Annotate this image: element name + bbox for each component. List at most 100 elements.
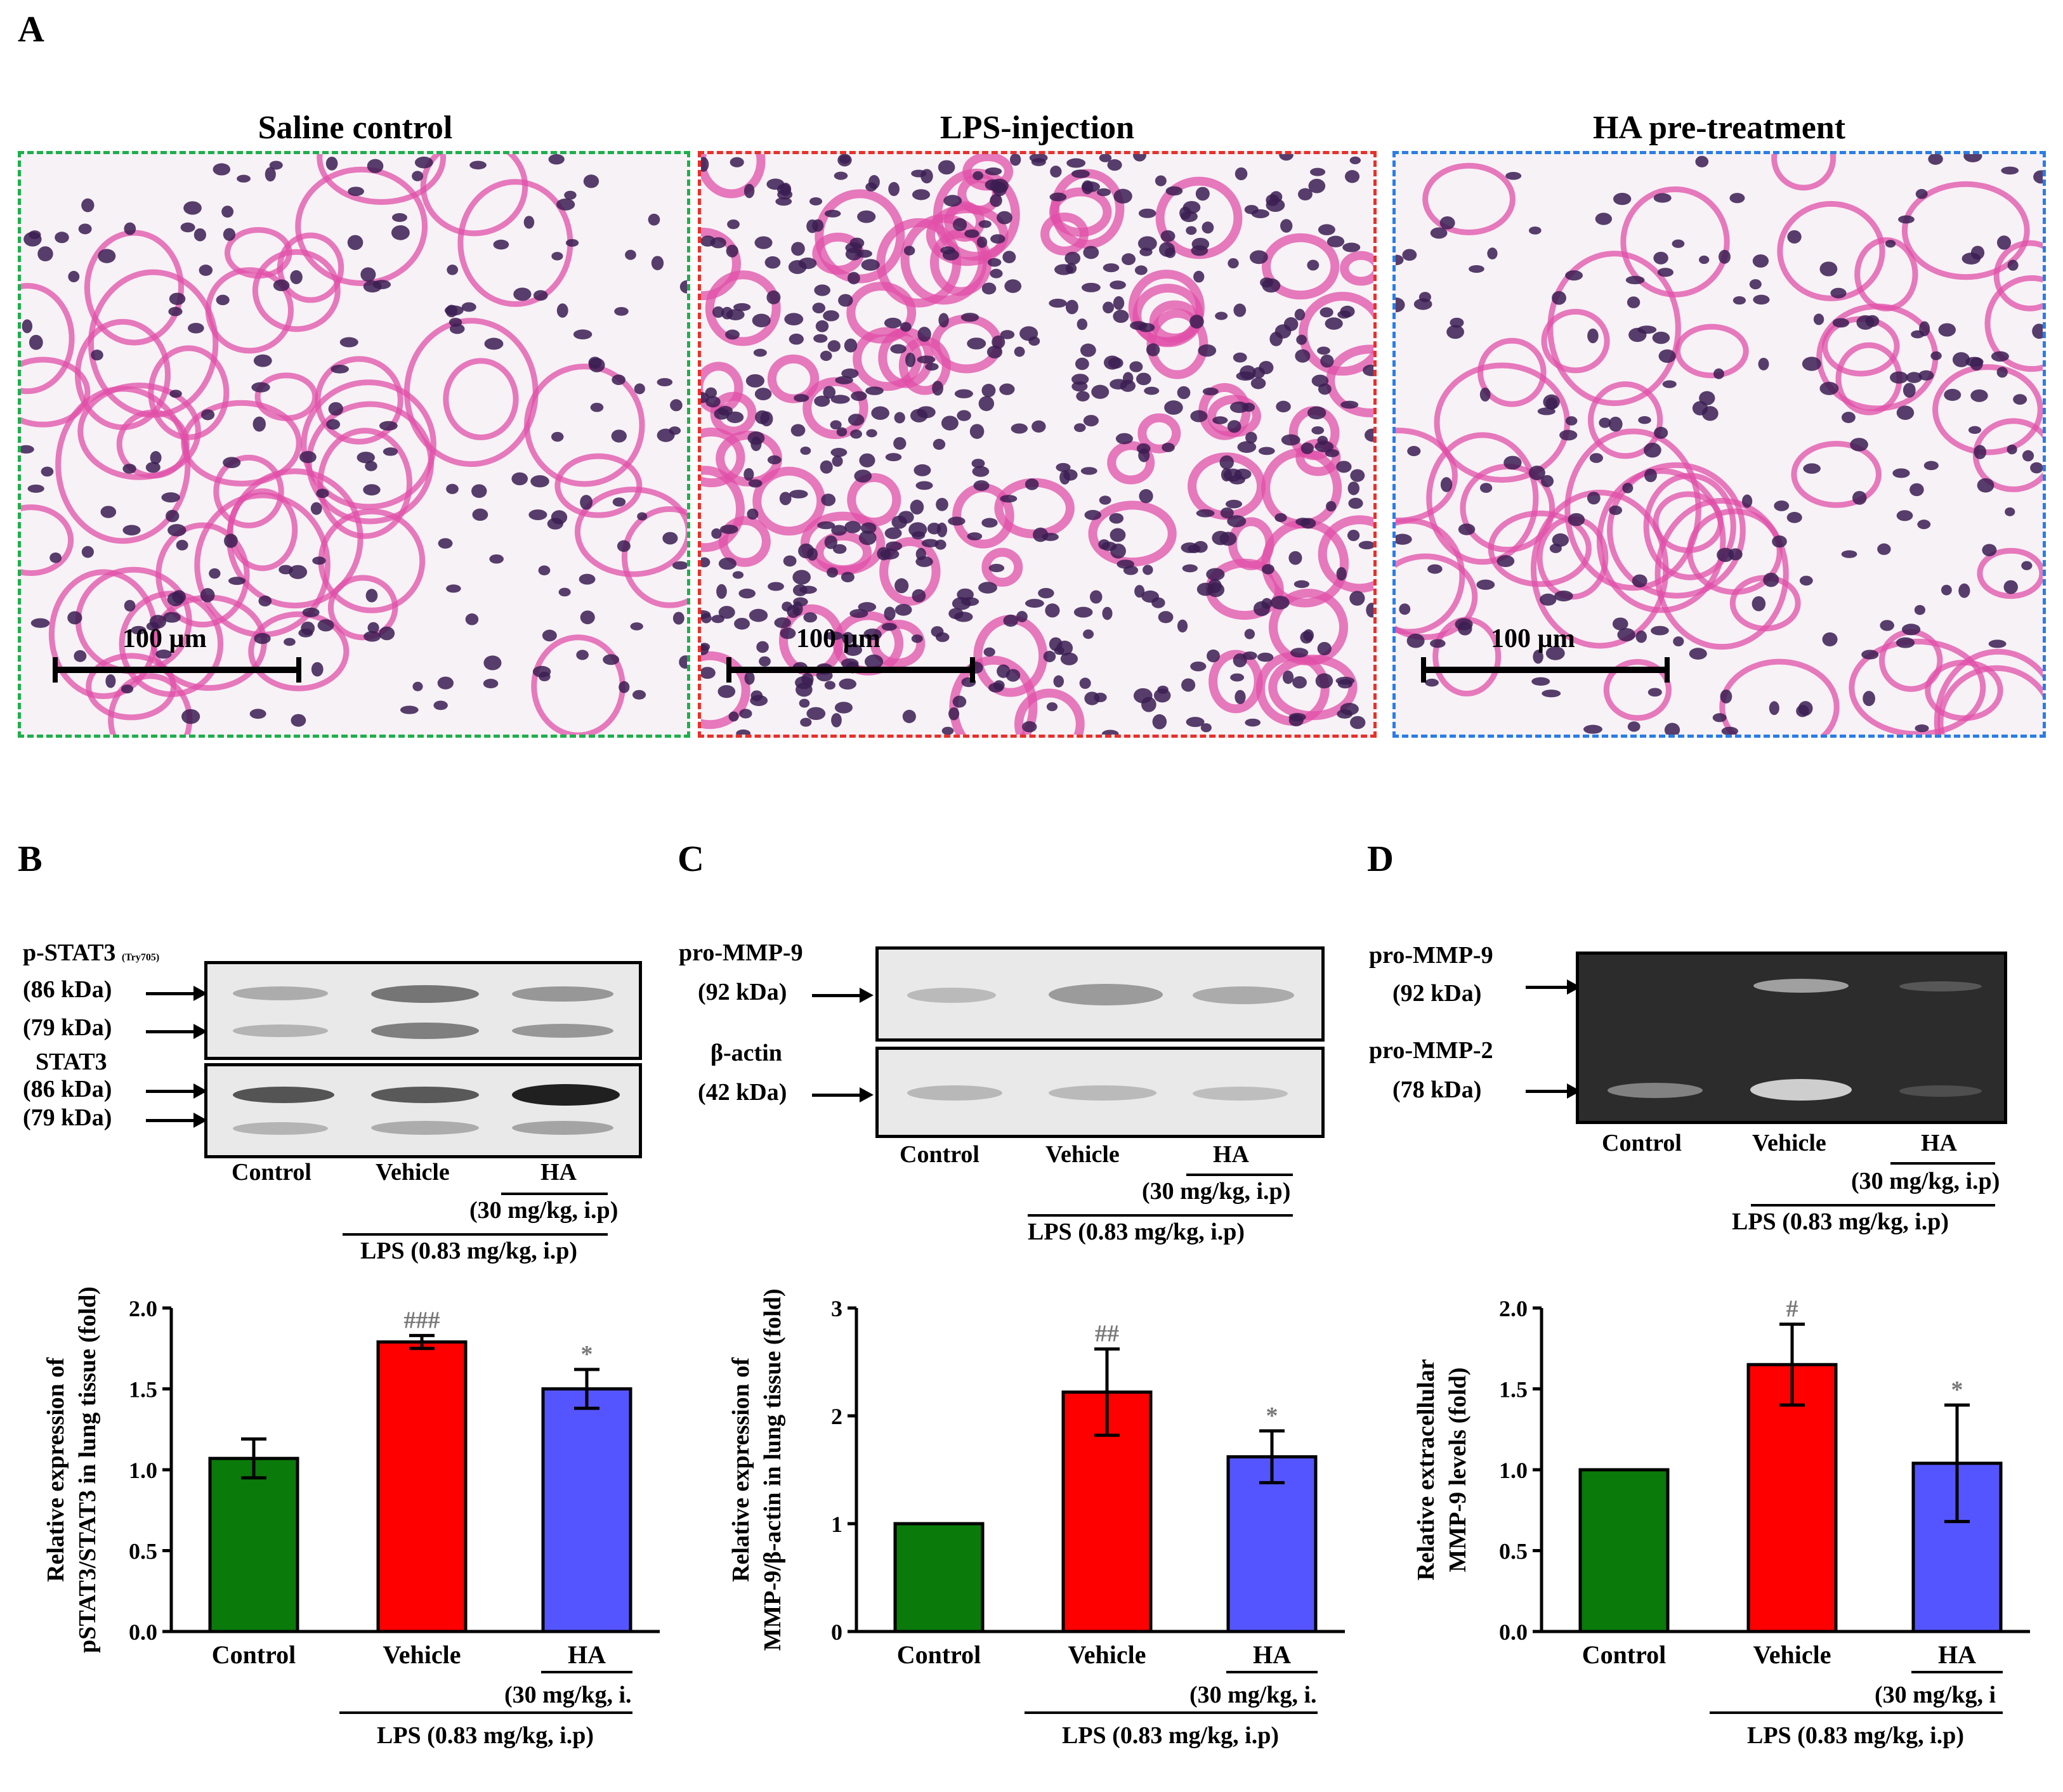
nucleus xyxy=(1279,154,1293,161)
nucleus xyxy=(1644,468,1657,483)
nucleus xyxy=(1919,321,1930,337)
nucleus xyxy=(1288,712,1306,722)
nucleus xyxy=(580,610,595,625)
nucleus xyxy=(1096,188,1111,197)
nucleus xyxy=(1307,259,1320,271)
alveolar-wall xyxy=(108,673,193,735)
nucleus xyxy=(1292,676,1307,689)
nucleus xyxy=(1542,690,1561,698)
nucleus xyxy=(1320,307,1333,318)
nucleus xyxy=(1701,406,1719,421)
nucleus xyxy=(363,280,382,293)
nucleus xyxy=(312,556,326,565)
alveolar-wall xyxy=(1620,186,1730,298)
nucleus xyxy=(1300,442,1314,454)
nucleus xyxy=(823,386,836,399)
nucleus xyxy=(969,424,985,439)
nucleus xyxy=(885,453,902,462)
nucleus xyxy=(1066,158,1086,168)
blot-b-kda-79a: (79 kDa) xyxy=(23,1014,112,1041)
nucleus xyxy=(2032,324,2043,339)
nucleus xyxy=(447,265,459,275)
nucleus xyxy=(1366,603,1373,618)
nucleus xyxy=(1206,568,1225,581)
nucleus xyxy=(865,386,884,395)
nucleus xyxy=(1982,544,1997,556)
nucleus xyxy=(1337,310,1351,319)
nucleus xyxy=(1552,533,1569,547)
nucleus xyxy=(367,159,384,173)
alveolar-wall xyxy=(1588,381,1663,459)
nucleus xyxy=(37,246,53,262)
nucleus xyxy=(78,223,92,235)
nucleus xyxy=(1496,555,1515,567)
band xyxy=(371,985,479,1003)
nucleus xyxy=(551,252,563,261)
nucleus xyxy=(1903,383,1916,398)
alveolar-wall xyxy=(1396,428,1458,523)
nucleus xyxy=(131,625,147,635)
nucleus xyxy=(1613,193,1632,206)
band xyxy=(1899,1085,1982,1097)
alveolar-wall xyxy=(1477,337,1547,407)
nucleus xyxy=(812,303,826,313)
nucleus xyxy=(1257,652,1274,662)
nucleus xyxy=(1653,251,1668,265)
nucleus xyxy=(367,622,379,634)
significance-mark: * xyxy=(1266,1403,1278,1429)
nucleus xyxy=(1098,539,1110,550)
nucleus xyxy=(166,509,180,523)
nucleus xyxy=(1073,423,1086,433)
nucleus xyxy=(957,410,971,421)
band xyxy=(907,988,996,1003)
significance-mark: ### xyxy=(404,1307,440,1333)
nucleus xyxy=(806,707,826,721)
nucleus xyxy=(603,654,620,665)
panel-letter-b: B xyxy=(18,838,43,879)
nucleus xyxy=(1699,391,1715,405)
nucleus xyxy=(590,402,604,412)
nucleus xyxy=(1537,407,1555,415)
nucleus xyxy=(752,313,771,327)
alveolar-wall xyxy=(1261,233,1340,300)
scale-bar-tick-left xyxy=(53,657,58,683)
nucleus xyxy=(859,453,875,468)
x-tick-label: HA xyxy=(568,1640,606,1669)
alveolar-wall xyxy=(1984,275,2043,372)
gel-d-kda-92: (92 kDa) xyxy=(1392,980,1482,1007)
nucleus xyxy=(701,157,709,172)
nucleus xyxy=(1653,193,1672,203)
nucleus xyxy=(672,612,684,625)
blot-c-kda-92: (92 kDa) xyxy=(698,979,787,1005)
nucleus xyxy=(49,552,62,563)
nucleus xyxy=(782,601,793,612)
arrow-head xyxy=(193,986,207,1001)
nucleus xyxy=(657,428,675,442)
nucleus xyxy=(1336,566,1347,581)
rule xyxy=(343,1233,608,1236)
nucleus xyxy=(1896,637,1915,648)
alveolar-wall xyxy=(1719,658,1840,735)
nucleus xyxy=(269,160,283,170)
nucleus xyxy=(1625,275,1645,285)
y-tick-label: 1 xyxy=(831,1512,842,1537)
nucleus xyxy=(910,409,928,422)
nucleus xyxy=(718,606,735,619)
nucleus xyxy=(1054,264,1073,275)
nucleus xyxy=(316,488,329,499)
nucleus xyxy=(1898,215,1915,224)
nucleus xyxy=(1317,436,1328,445)
alveolar-wall xyxy=(767,354,820,403)
nucleus xyxy=(1609,505,1623,515)
nucleus xyxy=(611,429,627,443)
nucleus xyxy=(730,157,744,167)
nucleus xyxy=(912,189,931,200)
nucleus xyxy=(1479,387,1491,402)
nucleus xyxy=(1042,533,1059,541)
nucleus xyxy=(747,431,765,445)
nucleus xyxy=(1627,721,1641,732)
nucleus xyxy=(438,538,453,549)
nucleus xyxy=(1344,170,1360,183)
nucleus xyxy=(391,225,410,240)
nucleus xyxy=(792,570,811,585)
